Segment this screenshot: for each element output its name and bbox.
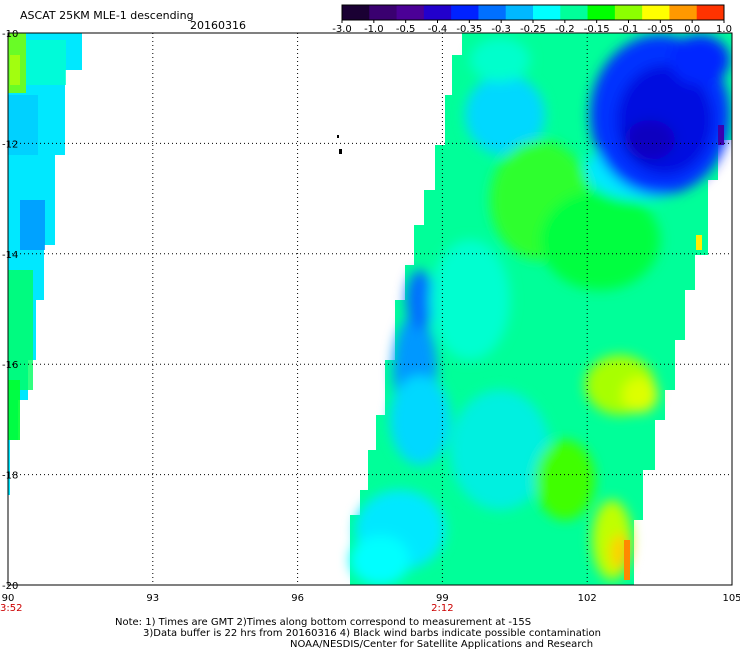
colorbar-segment bbox=[560, 5, 589, 20]
colorbar-segment bbox=[342, 5, 370, 20]
colorbar-label: -0.4 bbox=[428, 24, 448, 35]
colorbar-label: -3.0 bbox=[332, 24, 352, 35]
colorbar-segment bbox=[505, 5, 534, 20]
lon-tick-label: 96 bbox=[291, 593, 304, 604]
colorbar-segment bbox=[696, 5, 725, 20]
colorbar-label: -0.15 bbox=[584, 24, 610, 35]
colorbar-segment bbox=[451, 5, 479, 20]
colorbar-label: -0.3 bbox=[491, 24, 511, 35]
colorbar-label: -0.2 bbox=[555, 24, 575, 35]
product-date: 20160316 bbox=[190, 19, 246, 32]
orange-strip bbox=[624, 540, 630, 580]
colorbar: -3.0 -1.0 -0.5 -0.4 -0.35 -0.3 -0.25 -0.2 -0.15-… bbox=[332, 4, 732, 35]
lat-tick-label: -14 bbox=[2, 250, 18, 261]
footer-note-1: Note: 1) Times are GMT 2)Times along bot… bbox=[115, 617, 532, 628]
colorbar-label: -0.25 bbox=[520, 24, 546, 35]
product-title: ASCAT 25KM MLE-1 descending bbox=[20, 9, 194, 22]
lat-tick-label: -18 bbox=[2, 471, 18, 482]
lat-tick-label: -20 bbox=[2, 581, 18, 592]
colorbar-label: -0.05 bbox=[647, 24, 673, 35]
colorbar-label: -0.35 bbox=[456, 24, 482, 35]
lat-tick-label: -12 bbox=[2, 139, 18, 150]
lon-tick-label: 102 bbox=[578, 593, 597, 604]
colorbar-segment bbox=[614, 5, 643, 20]
colorbar-segment bbox=[642, 5, 670, 20]
colorbar-label: 1.0 bbox=[716, 24, 732, 35]
lon-tick-label: 105 bbox=[722, 593, 740, 604]
left-swath bbox=[8, 33, 82, 495]
colorbar-label: -0.5 bbox=[396, 24, 416, 35]
lon-tick-label: 93 bbox=[146, 593, 159, 604]
colorbar-label: -1.0 bbox=[364, 24, 384, 35]
colorbar-label: -0.1 bbox=[619, 24, 639, 35]
footer-note-2: 3)Data buffer is 22 hrs from 20160316 4)… bbox=[143, 628, 601, 639]
grid-lines bbox=[8, 33, 732, 585]
plot-frame bbox=[7, 32, 733, 586]
colorbar-label: 0.0 bbox=[684, 24, 700, 35]
colorbar-segment bbox=[669, 5, 698, 20]
axis-ticks: 90 93 96 99 102 105 -10 -12 -14 -16 -18 -20 3:52 2:12 bbox=[0, 29, 740, 614]
colorbar-segment bbox=[396, 5, 425, 20]
colorbar-segment bbox=[369, 5, 398, 20]
lat-tick-label: -16 bbox=[2, 360, 18, 371]
lon-tick-label: 90 bbox=[2, 593, 15, 604]
colorbar-segment bbox=[478, 5, 507, 20]
time-label: 3:52 bbox=[0, 603, 22, 614]
colorbar-segment bbox=[587, 5, 616, 20]
time-label: 2:12 bbox=[431, 603, 453, 614]
colorbar-segment bbox=[533, 5, 561, 20]
lat-tick-label: -10 bbox=[2, 29, 18, 40]
island-mark bbox=[337, 135, 342, 154]
data-swaths bbox=[8, 33, 732, 585]
footer-note-3: NOAA/NESDIS/Center for Satellite Applica… bbox=[290, 639, 594, 650]
lon-tick-label: 99 bbox=[436, 593, 449, 604]
right-swath bbox=[350, 33, 732, 585]
colorbar-segment bbox=[423, 5, 452, 20]
